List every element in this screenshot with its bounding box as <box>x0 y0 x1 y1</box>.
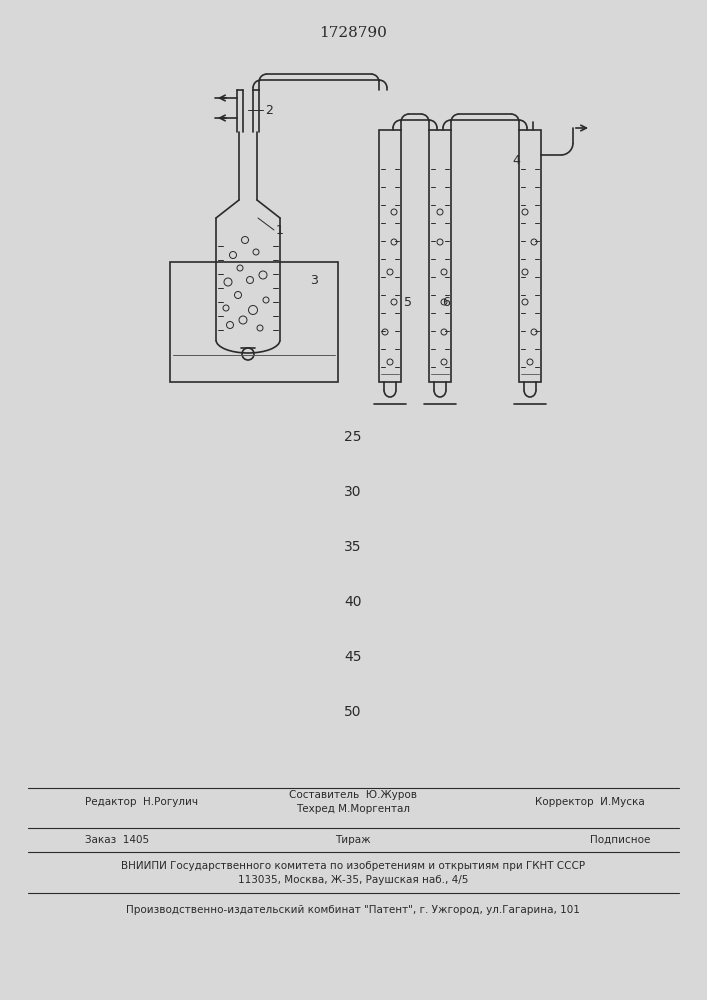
Text: 40: 40 <box>344 595 362 609</box>
Text: 4: 4 <box>512 153 520 166</box>
Text: 30: 30 <box>344 485 362 499</box>
Bar <box>379 130 401 382</box>
Bar <box>170 262 338 382</box>
Bar <box>519 130 541 382</box>
Text: 50: 50 <box>344 705 362 719</box>
Text: 45: 45 <box>344 650 362 664</box>
Text: 25: 25 <box>344 430 362 444</box>
Text: Техред М.Моргентал: Техред М.Моргентал <box>296 804 410 814</box>
Text: 3: 3 <box>310 273 318 286</box>
Text: Подписное: Подписное <box>590 835 650 845</box>
Text: 1728790: 1728790 <box>319 26 387 40</box>
Text: Заказ  1405: Заказ 1405 <box>85 835 149 845</box>
Text: Редактор  Н.Рогулич: Редактор Н.Рогулич <box>85 797 198 807</box>
Text: Составитель  Ю.Журов: Составитель Ю.Журов <box>289 790 417 800</box>
Text: 6: 6 <box>442 296 450 308</box>
Text: 113035, Москва, Ж-35, Раушская наб., 4/5: 113035, Москва, Ж-35, Раушская наб., 4/5 <box>238 875 468 885</box>
Text: Корректор  И.Муска: Корректор И.Муска <box>535 797 645 807</box>
Text: Тираж: Тираж <box>335 835 370 845</box>
Text: Производственно-издательский комбинат "Патент", г. Ужгород, ул.Гагарина, 101: Производственно-издательский комбинат "П… <box>126 905 580 915</box>
Text: ВНИИПИ Государственного комитета по изобретениям и открытиям при ГКНТ СССР: ВНИИПИ Государственного комитета по изоб… <box>121 861 585 871</box>
Text: 35: 35 <box>344 540 362 554</box>
Text: 5: 5 <box>404 296 412 308</box>
Bar <box>429 130 451 382</box>
Text: 2: 2 <box>265 104 273 116</box>
Text: 1: 1 <box>276 224 284 236</box>
